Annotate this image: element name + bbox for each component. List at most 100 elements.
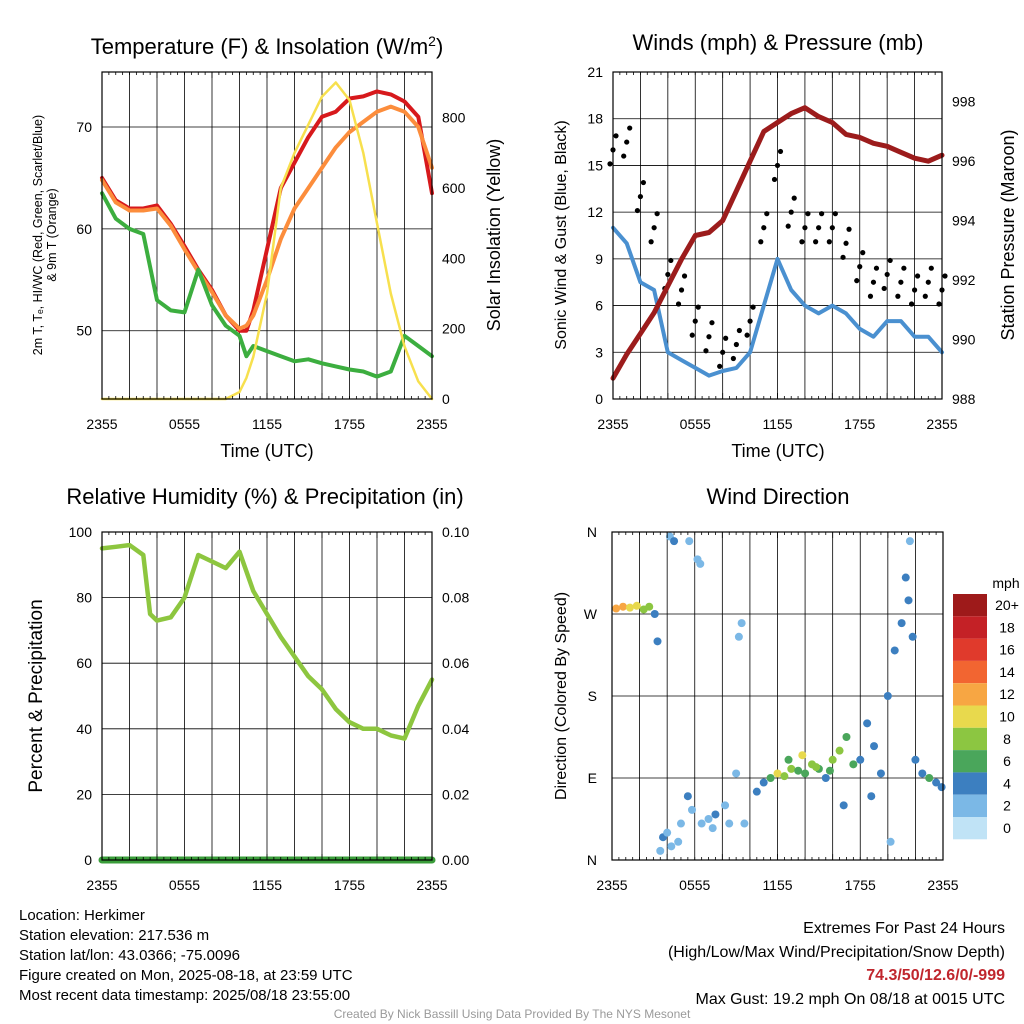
direction-point [839, 801, 848, 810]
y-tick-label: 6 [595, 298, 603, 314]
gust-point [870, 279, 877, 285]
gust-point [805, 211, 811, 217]
x-tick-label: 0555 [169, 416, 200, 432]
y-tick-label: 40 [76, 721, 92, 737]
gust-point [843, 240, 849, 246]
direction-point [766, 774, 775, 782]
colorbar-swatch [953, 594, 987, 617]
gust-point [881, 285, 887, 292]
gust-point [723, 335, 729, 341]
direction-point [676, 819, 685, 828]
gust-point [640, 179, 647, 186]
gust-point [654, 211, 660, 217]
gust-point [802, 225, 808, 231]
gust-point [720, 349, 726, 355]
gust-point [857, 264, 863, 270]
direction-point [890, 646, 899, 655]
y2-tick-label: 0 [442, 391, 450, 407]
direction-point [704, 815, 713, 823]
series-line-temp_9m [100, 104, 434, 331]
gust-point [884, 271, 890, 278]
direction-point [685, 537, 694, 546]
y-tick-label: E [588, 770, 597, 786]
direction-point [773, 769, 782, 778]
gust-point [750, 304, 756, 310]
x-tick-label: 2355 [416, 416, 447, 432]
direction-point [908, 632, 917, 641]
temperature-title: Temperature (F) & Insolation (W/m2) [91, 33, 444, 59]
y-tick-label: 80 [76, 590, 92, 606]
direction-point [697, 819, 706, 828]
direction-point [732, 769, 741, 778]
gust-point [607, 161, 613, 167]
x-tick-label: 2355 [926, 416, 957, 432]
direction-point [645, 602, 654, 611]
gust-point [911, 287, 918, 293]
y2-tick-label: 800 [442, 110, 466, 126]
direction-point [725, 819, 734, 828]
direction-point [650, 610, 659, 618]
gust-point [668, 257, 674, 264]
colorbar-title: mph [992, 575, 1019, 591]
gust-point [648, 239, 654, 245]
colorbar-label: 16 [999, 642, 1015, 658]
y-tick-label: N [587, 852, 597, 868]
temperature-ylabel-line2: & 9m T (Orange) [45, 188, 59, 281]
direction-ylabel: Direction (Colored By Speed) [553, 592, 570, 800]
direction-point [835, 746, 844, 755]
extremes-values: 74.3/50/12.6/0/-999 [866, 967, 1005, 984]
direction-point [905, 537, 914, 546]
winds-y2label: Station Pressure (Maroon) [998, 129, 1018, 340]
direction-point [740, 819, 749, 828]
direction-point [918, 769, 927, 778]
x-tick-label: 2355 [86, 416, 117, 432]
direction-point [683, 792, 692, 801]
direction-point [696, 559, 705, 568]
y2-tick-label: 988 [952, 391, 976, 407]
y-tick-label: W [584, 606, 598, 622]
direction-point [737, 619, 746, 628]
temperature-series [100, 81, 434, 401]
x-tick-label: 1755 [845, 877, 876, 893]
colorbar-swatch [953, 794, 987, 817]
gust-point [689, 332, 695, 338]
gust-point [613, 133, 619, 139]
colorbar-label: 14 [999, 664, 1015, 680]
temperature-panel: Temperature (F) & Insolation (W/m2) 50 60… [31, 33, 504, 461]
colorbar-label: 18 [999, 619, 1015, 635]
gust-point [730, 355, 736, 362]
direction-point [904, 596, 913, 605]
gust-point [860, 250, 866, 256]
gust-point [695, 304, 701, 310]
direction-point [787, 764, 796, 773]
direction-point [667, 842, 676, 851]
series-line-dewpoint [100, 191, 434, 379]
colorbar-swatch [953, 705, 987, 728]
gust-point [873, 265, 880, 271]
gust-point [832, 211, 838, 217]
colorbar-swatch [953, 683, 987, 706]
gust-point [826, 239, 832, 245]
y2-tick-label: 0.02 [442, 786, 469, 802]
colorbar-label: 6 [1003, 753, 1011, 769]
direction-axes: N E S W N 2355 0555 1155 1755 2355 [584, 524, 959, 893]
wind-line [611, 225, 944, 378]
gust-point [709, 320, 715, 326]
winds-title: Winds (mph) & Pressure (mb) [633, 30, 924, 55]
figure-created: Figure created on Mon, 2025-08-18, at 23… [19, 967, 353, 984]
direction-point [721, 801, 730, 810]
gust-point [733, 341, 739, 348]
gust-point [895, 293, 901, 299]
x-tick-label: 2355 [86, 877, 117, 893]
x-tick-label: 1155 [252, 877, 282, 893]
direction-point [670, 537, 679, 546]
humidity-grid [102, 531, 432, 861]
gust-point [692, 318, 698, 324]
winds-panel: Winds (mph) & Pressure (mb) 0 3 6 9 12 15 18 21… [553, 30, 1018, 461]
direction-title: Wind Direction [706, 484, 849, 509]
y-tick-label: 12 [587, 204, 603, 220]
colorbar-label: 20+ [995, 597, 1019, 613]
gust-point [829, 225, 835, 231]
direction-point [663, 828, 672, 837]
x-tick-label: 1755 [334, 877, 365, 893]
